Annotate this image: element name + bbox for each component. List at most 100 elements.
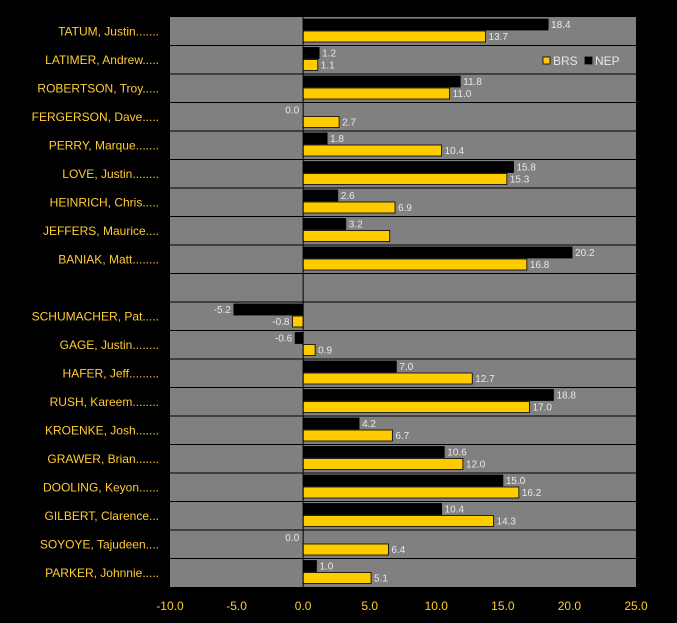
legend-label-brs: BRS (553, 54, 578, 68)
value-label-nep: 1.0 (319, 562, 333, 573)
bar-nep (302, 218, 347, 230)
value-label-nep: -0.6 (275, 334, 293, 345)
bar-brs (302, 59, 319, 71)
value-label-nep: 4.2 (362, 419, 376, 430)
bar-brs (302, 116, 340, 128)
value-label-brs: 16.2 (522, 488, 542, 499)
bar-nep (302, 246, 573, 259)
bar-nep (302, 189, 339, 202)
x-axis-ticks-layer: -10.0 -5.0 0.0 5.0 10.0 15.0 20.0 25.0 (156, 599, 648, 613)
category-label: TATUM, Justin....... (58, 24, 159, 38)
bar-brs (302, 230, 391, 242)
category-label: FERGERSON, Dave..... (32, 110, 159, 124)
value-label-nep: -5.2 (214, 305, 232, 316)
x-tick-label: 20.0 (558, 599, 582, 613)
value-label-brs: 6.7 (395, 431, 409, 442)
bar-nep (302, 360, 397, 373)
value-label-brs: 12.0 (466, 460, 486, 471)
category-label: PERRY, Marque....... (49, 138, 159, 152)
value-label-brs: 10.4 (445, 146, 465, 157)
x-tick-label: 25.0 (624, 599, 648, 613)
x-tick-label: -10.0 (156, 599, 184, 613)
category-label: ROBERTSON, Troy..... (37, 81, 159, 95)
value-label-nep: 15.8 (517, 163, 537, 174)
bar-brs (292, 315, 304, 328)
category-label: DOOLING, Keyon...... (43, 480, 159, 494)
bar-brs (302, 429, 393, 442)
bar-brs (302, 173, 508, 185)
bar-nep (294, 332, 304, 344)
value-label-brs: 13.7 (489, 32, 509, 43)
x-tick-label: 5.0 (361, 599, 378, 613)
value-label-nep: 11.8 (463, 77, 482, 88)
x-tick-label: -5.0 (226, 599, 247, 613)
category-labels-layer: TATUM, Justin....... LATIMER, Andrew.....… (32, 24, 159, 580)
value-label-brs: 6.9 (398, 203, 412, 214)
bar-brs (302, 458, 464, 470)
bar-brs (302, 572, 372, 584)
category-label: BANIAK, Matt........ (58, 252, 159, 266)
value-label-brs: 6.4 (391, 545, 405, 556)
value-label-nep: 1.2 (322, 49, 336, 60)
bar-nep (302, 132, 328, 145)
value-label-brs: 12.7 (475, 374, 495, 385)
bar-nep (302, 161, 514, 173)
bar-brs (302, 87, 450, 100)
category-label: RUSH, Kareem........ (50, 395, 159, 409)
value-label-brs: 2.7 (342, 118, 356, 129)
value-label-nep: 10.6 (447, 448, 467, 459)
x-tick-label: 15.0 (491, 599, 515, 613)
value-label-nep: 2.6 (341, 191, 355, 202)
legend-swatch-brs (542, 56, 551, 65)
category-label: LOVE, Justin........ (62, 167, 159, 181)
bar-nep (302, 474, 504, 487)
value-label-brs: 14.3 (497, 517, 517, 528)
bar-brs (302, 144, 443, 157)
value-label-brs: 15.3 (510, 175, 530, 186)
value-labels-layer: 18.413.71.21.111.811.00.02.71.810.415.81… (214, 20, 595, 585)
bar-nep (302, 560, 317, 572)
bar-brs (302, 543, 389, 556)
bar-nep (302, 75, 461, 88)
value-label-nep: 1.8 (330, 134, 344, 145)
legend-label-nep: NEP (595, 54, 620, 68)
legend-swatch-nep (584, 56, 593, 65)
category-label: GILBERT, Clarence... (45, 509, 160, 523)
bar-brs (302, 344, 316, 356)
bar-brs (302, 515, 494, 527)
value-label-nep: 3.2 (349, 220, 363, 231)
value-label-brs: 0.9 (318, 346, 332, 357)
value-label-nep: 18.8 (556, 391, 576, 402)
value-label-brs: -0.8 (272, 317, 290, 328)
value-label-brs: 1.1 (321, 61, 335, 72)
value-label-nep: 18.4 (551, 20, 571, 31)
category-label: GAGE, Justin........ (60, 338, 159, 352)
bars-layer (233, 18, 573, 584)
category-label: HEINRICH, Chris..... (50, 195, 159, 209)
category-label: KROENKE, Josh....... (45, 423, 159, 437)
category-label: JEFFERS, Maurice.... (43, 224, 159, 238)
bar-brs (302, 258, 528, 271)
value-label-brs: 11.0 (453, 89, 472, 100)
x-tick-label: 10.0 (425, 599, 449, 613)
bar-nep (302, 503, 443, 515)
bar-nep (302, 18, 549, 31)
bar-brs (302, 486, 520, 499)
bar-brs (302, 401, 530, 413)
legend: BRS NEP (542, 54, 620, 68)
bar-nep (302, 47, 320, 59)
bar-nep (302, 389, 554, 401)
value-label-nep: 0.0 (285, 533, 299, 544)
value-label-brs: 16.8 (530, 260, 550, 271)
bar-nep (302, 417, 360, 430)
category-label: SCHUMACHER, Pat..... (32, 309, 159, 323)
bar-nep (233, 303, 304, 316)
bar-brs (302, 372, 473, 385)
bar-nep (302, 446, 445, 458)
bar-brs (302, 30, 486, 43)
category-label: HAFER, Jeff......... (63, 366, 159, 380)
x-tick-label: 0.0 (295, 599, 312, 613)
category-label: PARKER, Johnnie..... (45, 566, 159, 580)
value-label-nep: 0.0 (285, 106, 299, 117)
